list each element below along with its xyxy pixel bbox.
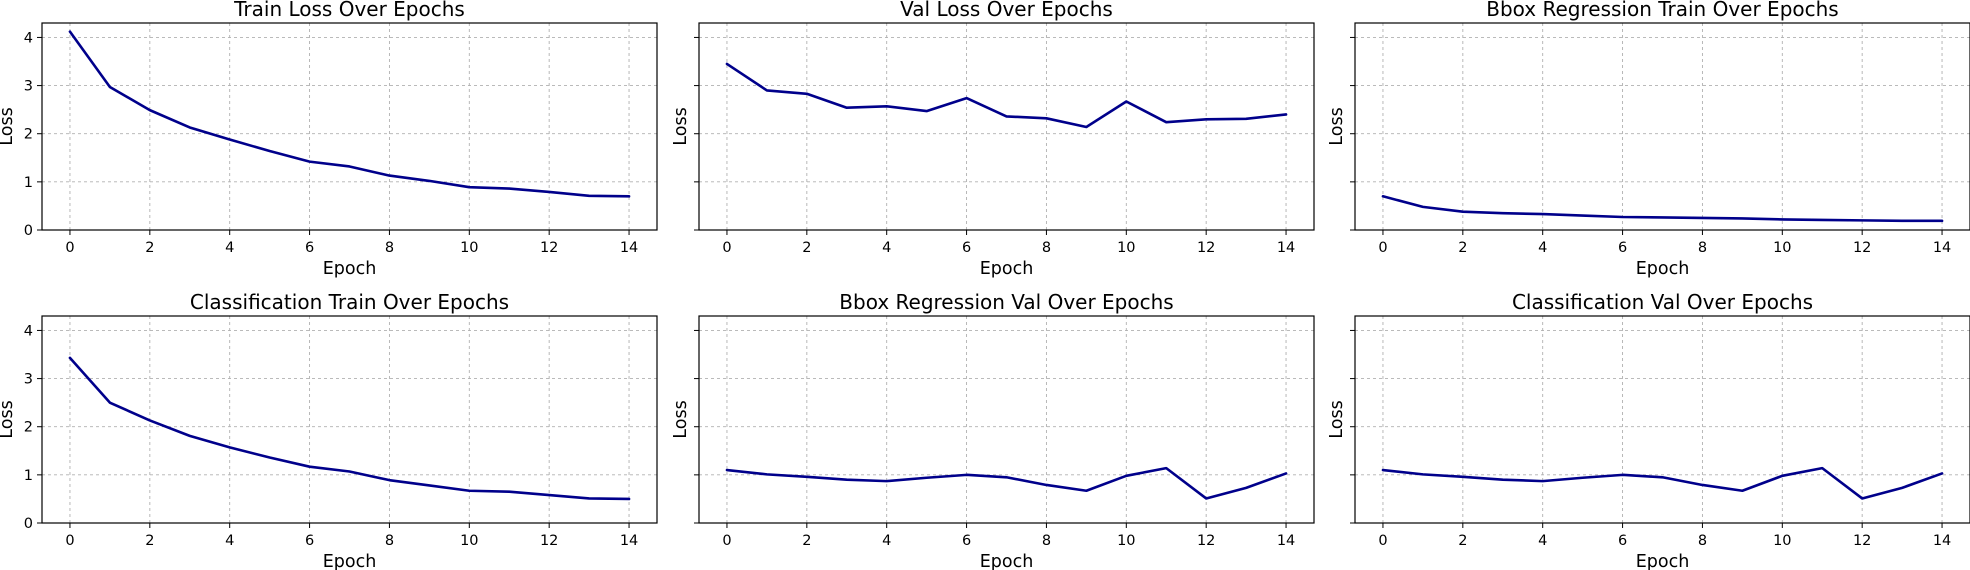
x-tick-label: 6 bbox=[305, 240, 314, 256]
series-line bbox=[1381, 195, 1944, 223]
x-tick-label: 8 bbox=[1042, 533, 1051, 549]
x-tick-label: 8 bbox=[385, 533, 394, 549]
series-line bbox=[725, 466, 1288, 500]
y-axis-label: Loss bbox=[0, 400, 17, 438]
x-tick-label: 8 bbox=[1042, 240, 1051, 256]
y-tick-label: 4 bbox=[24, 323, 33, 339]
x-tick-label: 2 bbox=[802, 533, 811, 549]
x-tick-label: 4 bbox=[1538, 533, 1547, 549]
x-tick-label: 12 bbox=[1197, 533, 1215, 549]
x-tick-label: 2 bbox=[1458, 533, 1467, 549]
x-tick-label: 10 bbox=[460, 533, 478, 549]
x-tick-label: 8 bbox=[1698, 533, 1707, 549]
x-tick-label: 14 bbox=[620, 240, 638, 256]
series-line bbox=[68, 30, 631, 198]
x-tick-label: 0 bbox=[65, 240, 74, 256]
y-axis-label: Loss bbox=[1327, 400, 1347, 438]
x-tick-label: 4 bbox=[225, 533, 234, 549]
x-tick-label: 14 bbox=[1933, 533, 1951, 549]
x-tick-label: 10 bbox=[1117, 533, 1135, 549]
y-tick-label: 0 bbox=[24, 223, 33, 239]
x-tick-label: 10 bbox=[1117, 240, 1135, 256]
y-tick-label: 2 bbox=[24, 420, 33, 436]
chart-panel: 0 2 4 6 8 10 12 14 Bbox Regression Val Over Epoc… bbox=[671, 290, 1315, 570]
y-tick-label: 1 bbox=[24, 468, 33, 484]
y-tick-label: 2 bbox=[24, 127, 33, 143]
chart-title: Classification Train Over Epochs bbox=[190, 290, 509, 314]
x-axis-label: Epoch bbox=[1636, 259, 1690, 279]
x-tick-label: 2 bbox=[802, 240, 811, 256]
x-tick-label: 6 bbox=[305, 533, 314, 549]
x-tick-label: 4 bbox=[225, 240, 234, 256]
x-tick-label: 2 bbox=[145, 240, 154, 256]
x-axis-label: Epoch bbox=[980, 552, 1034, 570]
x-tick-label: 0 bbox=[1378, 533, 1387, 549]
x-tick-label: 8 bbox=[1698, 240, 1707, 256]
x-tick-label: 10 bbox=[460, 240, 478, 256]
y-tick-label: 3 bbox=[24, 79, 33, 95]
y-tick-label: 0 bbox=[24, 516, 33, 532]
y-tick-label: 4 bbox=[24, 30, 33, 46]
x-tick-label: 6 bbox=[962, 240, 971, 256]
chart-title: Bbox Regression Val Over Epochs bbox=[839, 290, 1173, 314]
chart-panel: 0 2 4 6 8 10 12 14 Bbox Regression Train Over Ep… bbox=[1327, 0, 1970, 279]
x-tick-label: 6 bbox=[1618, 533, 1627, 549]
x-tick-label: 0 bbox=[722, 533, 731, 549]
series-line bbox=[68, 356, 631, 501]
series-line bbox=[1381, 466, 1944, 500]
x-tick-label: 12 bbox=[1853, 240, 1871, 256]
chart-title: Classification Val Over Epochs bbox=[1512, 290, 1813, 314]
x-axis-label: Epoch bbox=[980, 259, 1034, 279]
y-axis-label: Loss bbox=[0, 107, 17, 145]
y-tick-label: 1 bbox=[24, 175, 33, 191]
x-tick-label: 4 bbox=[1538, 240, 1547, 256]
x-tick-label: 2 bbox=[145, 533, 154, 549]
y-tick-label: 3 bbox=[24, 372, 33, 388]
x-tick-label: 14 bbox=[1277, 240, 1295, 256]
chart-title: Val Loss Over Epochs bbox=[900, 0, 1113, 21]
chart-panel: 0 2 4 6 8 10 12 14 Classification Val Over Epoch… bbox=[1327, 290, 1970, 570]
x-tick-label: 14 bbox=[1933, 240, 1951, 256]
chart-title: Bbox Regression Train Over Epochs bbox=[1486, 0, 1838, 21]
y-axis-label: Loss bbox=[1327, 107, 1347, 145]
plot-frame bbox=[1354, 315, 1970, 524]
x-tick-label: 14 bbox=[620, 533, 638, 549]
chart-panel: 0 2 4 6 8 10 12 14 Val Loss Over Epochs Epoch Loss bbox=[671, 0, 1315, 279]
y-axis-label: Loss bbox=[671, 400, 691, 438]
x-tick-label: 12 bbox=[540, 240, 558, 256]
x-tick-label: 4 bbox=[882, 240, 891, 256]
x-tick-label: 12 bbox=[540, 533, 558, 549]
x-tick-label: 12 bbox=[1197, 240, 1215, 256]
plot-frame bbox=[41, 22, 658, 231]
x-tick-label: 10 bbox=[1773, 533, 1791, 549]
x-tick-label: 2 bbox=[1458, 240, 1467, 256]
plot-frame bbox=[698, 22, 1315, 231]
x-tick-label: 10 bbox=[1773, 240, 1791, 256]
plot-frame bbox=[1354, 22, 1970, 231]
x-axis-label: Epoch bbox=[1636, 552, 1690, 570]
x-tick-label: 0 bbox=[1378, 240, 1387, 256]
x-tick-label: 0 bbox=[65, 533, 74, 549]
x-tick-label: 8 bbox=[385, 240, 394, 256]
x-tick-label: 12 bbox=[1853, 533, 1871, 549]
x-tick-label: 14 bbox=[1277, 533, 1295, 549]
x-tick-label: 6 bbox=[962, 533, 971, 549]
x-tick-label: 4 bbox=[882, 533, 891, 549]
plot-frame bbox=[698, 315, 1315, 524]
x-axis-label: Epoch bbox=[323, 552, 377, 570]
x-tick-label: 0 bbox=[722, 240, 731, 256]
x-tick-label: 6 bbox=[1618, 240, 1627, 256]
y-axis-label: Loss bbox=[671, 107, 691, 145]
x-axis-label: Epoch bbox=[323, 259, 377, 279]
series-line bbox=[725, 62, 1288, 129]
plot-frame bbox=[41, 315, 658, 524]
chart-title: Train Loss Over Epochs bbox=[233, 0, 465, 21]
